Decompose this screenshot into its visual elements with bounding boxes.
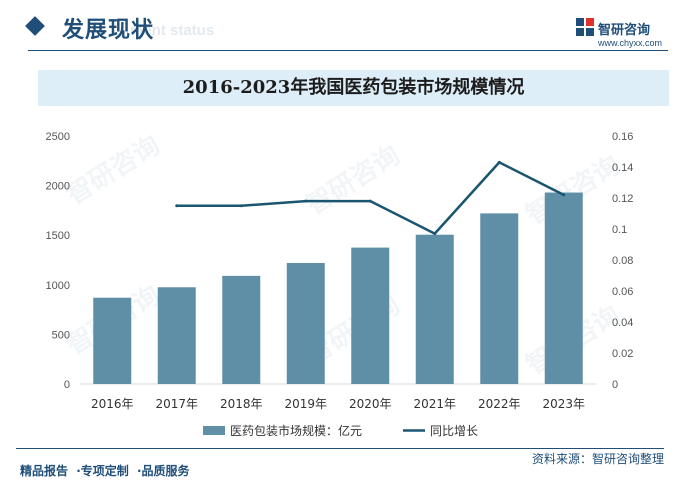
section-subtitle: ment status	[130, 22, 215, 39]
bar	[480, 213, 519, 384]
y-left-tick-label: 1000	[46, 280, 70, 292]
growth-point	[433, 232, 437, 236]
bar	[222, 275, 261, 384]
bar	[351, 247, 390, 384]
footer-tagline: 精品报告 ·专项定制 ·品质服务	[20, 462, 194, 479]
y-right-tick-label: 0.14	[612, 162, 633, 174]
logo-mark-icon	[576, 18, 594, 36]
combo-chart: 0 500 1000 1500 2000 2500 0 0.02 0.04 0.06 0.08 0.1…	[46, 131, 634, 438]
growth-point	[368, 199, 372, 203]
y-right-tick-label: 0.02	[612, 348, 633, 360]
y-left-tick-label: 1500	[46, 230, 70, 242]
y-left-tick-label: 2000	[46, 181, 70, 193]
bar	[415, 234, 454, 384]
footer-item: 精品报告	[20, 464, 69, 478]
x-tick-label: 2016年	[91, 397, 134, 411]
bar	[93, 297, 132, 384]
growth-point	[562, 193, 566, 197]
bar	[544, 192, 583, 384]
x-tick-label: 2021年	[413, 397, 456, 411]
diamond-icon	[25, 16, 45, 36]
y-right-tick-label: 0.06	[612, 286, 633, 298]
y-right-tick-label: 0.16	[612, 131, 633, 143]
growth-point	[497, 160, 501, 164]
legend-swatch-bar	[203, 426, 225, 435]
bar	[157, 287, 196, 384]
footer-item: ·专项定制	[76, 464, 129, 478]
growth-point	[239, 204, 243, 208]
header: ment status 发展现状 智研咨询 www.chyxx.com	[0, 0, 680, 62]
x-tick-label: 2023年	[542, 397, 585, 411]
growth-point	[175, 204, 179, 208]
y-right-tick-label: 0	[612, 379, 618, 391]
logo-url: www.chyxx.com	[598, 38, 663, 48]
y-right-tick-label: 0.08	[612, 255, 633, 267]
chart-title: 2016-2023年我国医药包装市场规模情况	[182, 77, 525, 98]
legend-label-line: 同比增长	[430, 424, 478, 438]
chart-title-band: 2016-2023年我国医药包装市场规模情况	[38, 70, 669, 106]
y-right-tick-label: 0.1	[612, 224, 627, 236]
footer-divider	[16, 448, 664, 449]
source-note: 资料来源：智研咨询整理	[531, 452, 664, 466]
x-tick-label: 2022年	[478, 397, 521, 411]
y-left-tick-label: 0	[64, 379, 70, 391]
brand-logo: 智研咨询 www.chyxx.com	[576, 18, 666, 58]
x-tick-label: 2018年	[220, 397, 263, 411]
footer-item: ·品质服务	[136, 464, 190, 478]
bar	[286, 262, 325, 384]
y-left-tick-label: 500	[52, 329, 70, 341]
x-tick-label: 2019年	[284, 397, 327, 411]
y-left-tick-label: 2500	[46, 131, 70, 143]
legend-label-bar: 医药包装市场规模：亿元	[230, 423, 362, 438]
y-right-tick-label: 0.04	[612, 317, 633, 329]
header-divider	[28, 50, 668, 51]
section-title: 发展现状	[62, 18, 155, 43]
x-tick-label: 2017年	[155, 397, 198, 411]
y-right-tick-label: 0.12	[612, 193, 633, 205]
x-tick-label: 2020年	[349, 397, 392, 411]
growth-point	[304, 199, 308, 203]
logo-name: 智研咨询	[598, 23, 651, 38]
